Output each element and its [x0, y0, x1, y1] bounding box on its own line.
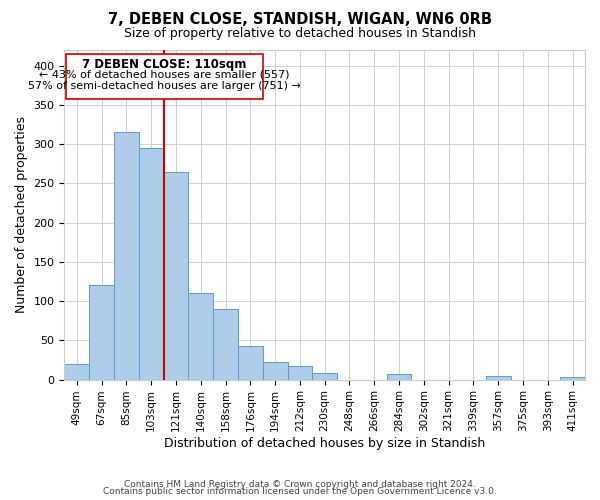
Text: ← 43% of detached houses are smaller (557): ← 43% of detached houses are smaller (55… — [39, 70, 289, 80]
FancyBboxPatch shape — [65, 54, 263, 100]
Text: Contains HM Land Registry data © Crown copyright and database right 2024.: Contains HM Land Registry data © Crown c… — [124, 480, 476, 489]
Bar — [386, 374, 412, 380]
Bar — [287, 366, 313, 380]
Bar — [263, 362, 287, 380]
Bar — [89, 286, 114, 380]
Bar — [139, 148, 164, 380]
Text: Contains public sector information licensed under the Open Government Licence v3: Contains public sector information licen… — [103, 488, 497, 496]
Bar — [213, 309, 238, 380]
Text: Size of property relative to detached houses in Standish: Size of property relative to detached ho… — [124, 28, 476, 40]
Y-axis label: Number of detached properties: Number of detached properties — [15, 116, 28, 314]
Bar — [238, 346, 263, 380]
Bar — [188, 294, 213, 380]
Text: 7 DEBEN CLOSE: 110sqm: 7 DEBEN CLOSE: 110sqm — [82, 58, 247, 71]
Text: 57% of semi-detached houses are larger (751) →: 57% of semi-detached houses are larger (… — [28, 80, 301, 90]
Bar — [164, 172, 188, 380]
Bar — [114, 132, 139, 380]
Bar — [486, 376, 511, 380]
Bar — [64, 364, 89, 380]
Bar — [313, 374, 337, 380]
Bar — [560, 377, 585, 380]
X-axis label: Distribution of detached houses by size in Standish: Distribution of detached houses by size … — [164, 437, 485, 450]
Text: 7, DEBEN CLOSE, STANDISH, WIGAN, WN6 0RB: 7, DEBEN CLOSE, STANDISH, WIGAN, WN6 0RB — [108, 12, 492, 28]
